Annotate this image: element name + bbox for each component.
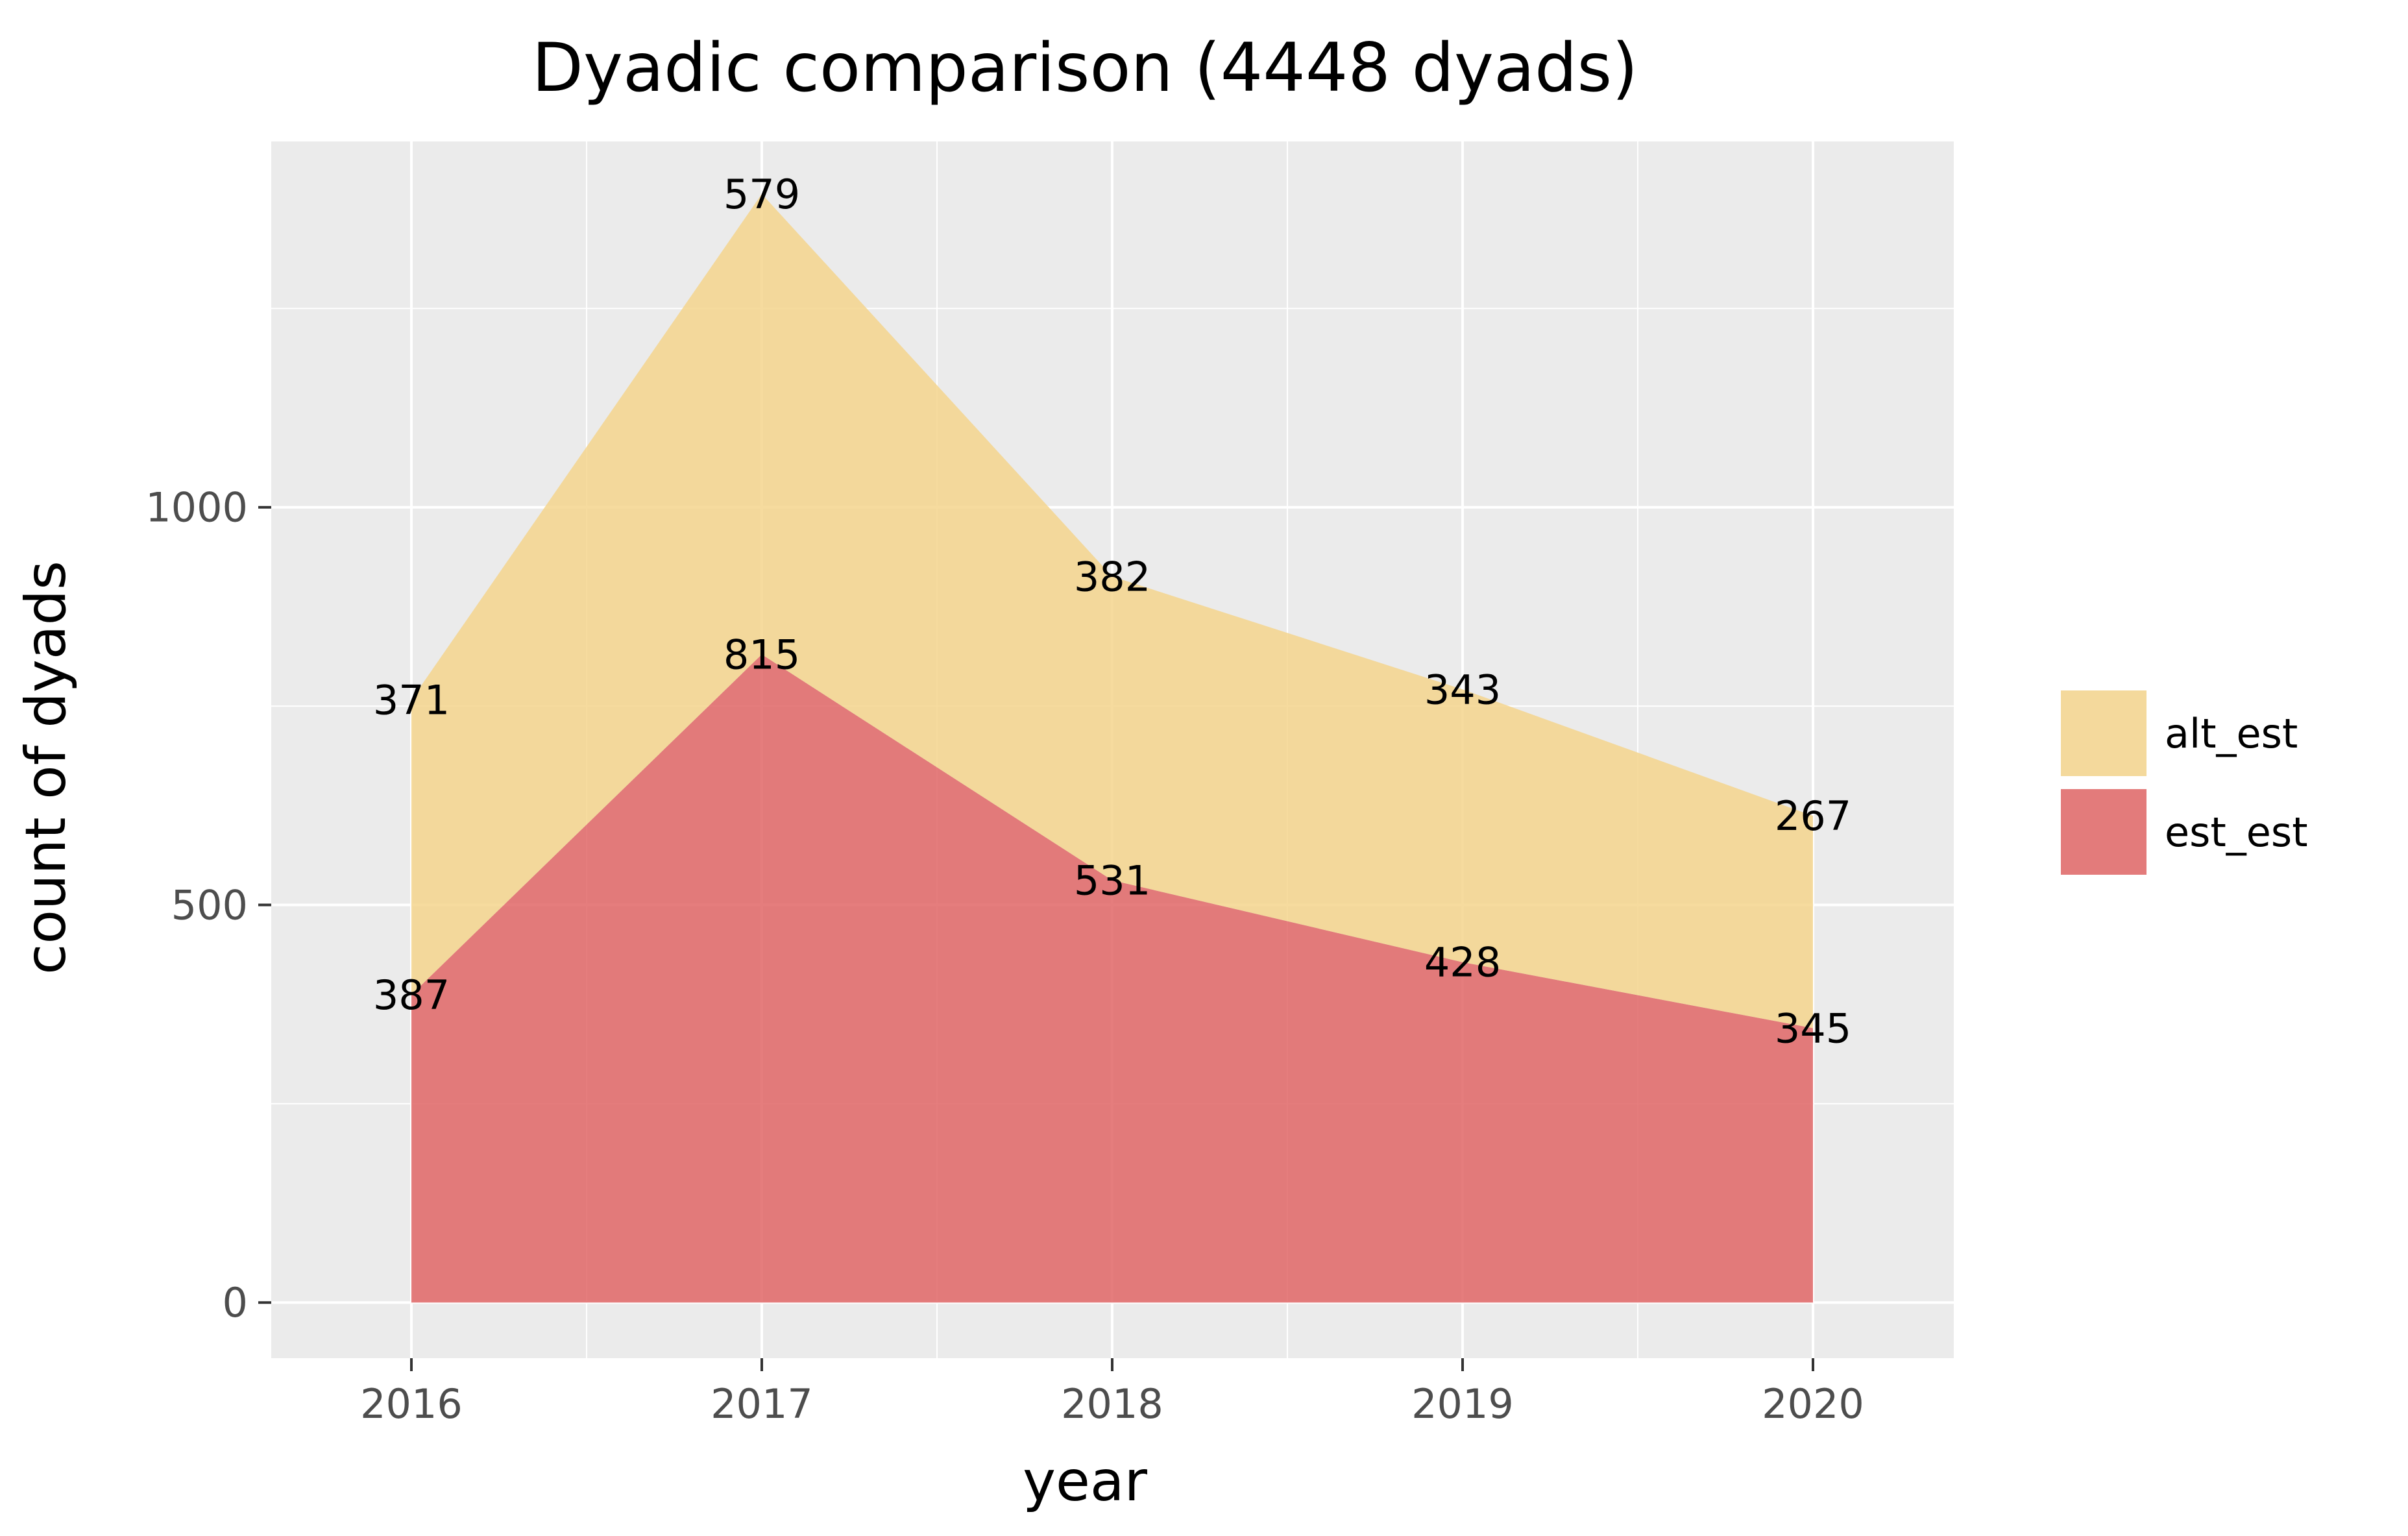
area-series [411, 193, 1813, 1303]
data-label-alt_est: 382 [1074, 553, 1150, 600]
y-tick-label: 0 [223, 1279, 248, 1326]
x-tick-label: 2020 [1762, 1380, 1864, 1428]
x-axis-title: year [1023, 1449, 1148, 1514]
data-label-alt_est: 343 [1424, 666, 1501, 713]
x-tick-label: 2019 [1411, 1380, 1514, 1428]
x-tick-label: 2016 [360, 1380, 463, 1428]
data-label-alt_est: 371 [373, 676, 450, 724]
legend-swatch-alt_est [2061, 690, 2147, 776]
chart-title: Dyadic comparison (4448 dyads) [532, 29, 1638, 107]
y-tick-label: 1000 [145, 484, 248, 531]
data-label-est_est: 815 [724, 631, 800, 678]
data-label-alt_est: 267 [1775, 792, 1851, 840]
data-label-alt_est: 579 [724, 171, 800, 218]
data-label-est_est: 345 [1775, 1005, 1851, 1052]
data-label-est_est: 387 [373, 971, 450, 1019]
legend-label-alt_est: alt_est [2165, 710, 2298, 757]
legend-label-est_est: est_est [2165, 809, 2308, 856]
legend-swatch-est_est [2061, 789, 2147, 875]
x-tick-label: 2018 [1061, 1380, 1163, 1428]
data-labels: 387 815 531 428 345 371 579 382 343 267 [373, 171, 1851, 1053]
axes: 0 500 1000 2016 2017 2018 2019 2020 [145, 484, 1864, 1428]
data-label-est_est: 531 [1074, 857, 1150, 904]
y-tick-label: 500 [171, 881, 248, 929]
legend: alt_est est_est [2061, 690, 2308, 875]
data-label-est_est: 428 [1424, 939, 1501, 986]
area-alt_est [411, 193, 1813, 1029]
y-axis-title: count of dyads [14, 561, 79, 975]
area-est_est [411, 654, 1813, 1303]
x-tick-label: 2017 [711, 1380, 813, 1428]
